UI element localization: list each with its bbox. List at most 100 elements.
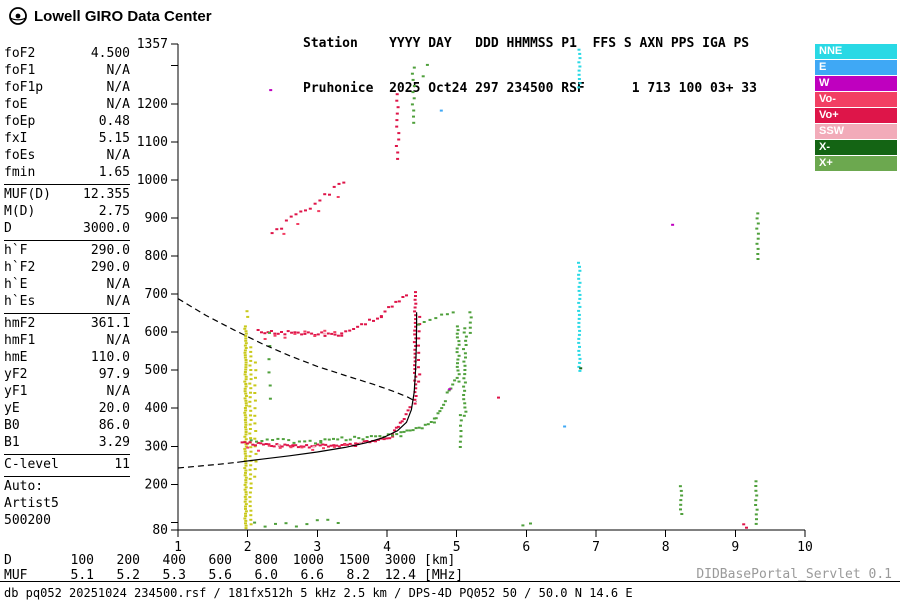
x-tick-label: 2 [244, 540, 252, 555]
brand: Lowell GIRO Data Center [8, 6, 212, 26]
parameter-label: yF2 [4, 367, 28, 382]
y-tick-label: 80 [152, 523, 168, 538]
parameter-row-md: M(D) 2.75 [4, 203, 130, 220]
dmuf-value: 1000 [292, 553, 324, 568]
parameter-label: fxI [4, 131, 28, 146]
parameter-label: h`F [4, 243, 28, 258]
parameter-value: 0.48 [98, 114, 130, 129]
y-tick-label: 1000 [137, 173, 168, 188]
dmuf-value: 600 [208, 553, 232, 568]
y-tick-label: 1200 [137, 97, 168, 112]
x-tick-label: 5 [453, 540, 461, 555]
dmuf-value: 1500 [338, 553, 370, 568]
parameter-row-fxi: fxI 5.15 [4, 130, 130, 147]
parameter-row-b0: B0 86.0 [4, 417, 130, 434]
dmuf-unit: [km] [424, 553, 456, 568]
parameter-value: 12.355 [83, 187, 130, 202]
parameter-value: 5.15 [98, 131, 130, 146]
brand-title: Lowell GIRO Data Center [34, 7, 212, 25]
parameter-label: h`F2 [4, 260, 36, 275]
parameter-row-500200: 500200 [4, 512, 130, 529]
dmuf-row-label: MUF [4, 568, 28, 583]
parameter-label: MUF(D) [4, 187, 51, 202]
parameter-row-hf2: h`F2 290.0 [4, 259, 130, 276]
parameter-row-hmf2: hmF2 361.1 [4, 315, 130, 332]
x-tick-label: 9 [731, 540, 739, 555]
parameter-label: B1 [4, 435, 20, 450]
status-separator [0, 581, 900, 582]
series-w-echoes [269, 89, 675, 391]
parameter-label: 500200 [4, 513, 51, 528]
series-nne-echoes [577, 48, 582, 372]
series-o-mode-vo-plus [240, 93, 748, 529]
dmuf-row-d: D 100 200 400 600 800 1000 1500 3000 [km] [4, 553, 463, 568]
parameter-value: N/A [106, 63, 130, 78]
y-tick-label: 1357 [137, 37, 168, 52]
x-tick-label: 6 [522, 540, 530, 555]
status-line: db pq052 20251024 234500.rsf / 181fx512h… [4, 586, 633, 600]
parameter-value: 110.0 [90, 350, 130, 365]
parameter-row-mufd: MUF(D) 12.355 [4, 186, 130, 203]
parameter-row-artist5: Artist5 [4, 495, 130, 512]
legend-item-vo+: Vo+ [815, 108, 897, 123]
axes [171, 43, 806, 537]
parameter-value: 1.65 [98, 165, 130, 180]
parameter-row-yf2: yF2 97.9 [4, 366, 130, 383]
dmuf-value: 5.3 [162, 568, 186, 583]
parameter-value: 2.75 [98, 204, 130, 219]
station-header: Station YYYY DAY DDD HHMMSS P1 FFS S AXN… [303, 6, 757, 126]
y-tick-label: 600 [145, 325, 168, 340]
parameter-label: Auto: [4, 479, 44, 494]
parameter-group: h`F 290.0 h`F2 290.0 h`E N/A h`Es N/A [4, 240, 130, 313]
parameter-group: Auto: Artist5 500200 [4, 476, 130, 532]
dmuf-value: 8.2 [346, 568, 370, 583]
parameter-value: N/A [106, 80, 130, 95]
parameter-row-hmf1: hmF1 N/A [4, 332, 130, 349]
curve-fitted-trace [237, 312, 418, 463]
y-tick-label: 200 [145, 477, 168, 492]
dmuf-row-label: D [4, 553, 12, 568]
d-muf-table: D 100 200 400 600 800 1000 1500 3000 [km] MUF 5.1 5.… [4, 553, 463, 583]
parameter-row-foep: foEp 0.48 [4, 113, 130, 130]
dmuf-value: 5.2 [116, 568, 140, 583]
parameter-label: foF2 [4, 46, 36, 61]
parameter-row-foes: foEs N/A [4, 147, 130, 164]
curve-extrapolated-lower [177, 461, 238, 469]
legend-item-x+: X+ [815, 156, 897, 171]
parameter-value: 97.9 [98, 367, 130, 382]
dmuf-value: 5.1 [70, 568, 94, 583]
dmuf-value: 400 [162, 553, 186, 568]
parameter-value: N/A [106, 97, 130, 112]
parameter-value: 290.0 [90, 243, 130, 258]
parameter-group: C-level 11 [4, 454, 130, 476]
direction-legend: NNE E W Vo- Vo+ SSW X- X+ [815, 44, 897, 172]
parameter-label: foF1 [4, 63, 36, 78]
x-tick-label: 8 [662, 540, 670, 555]
parameter-row-fof1: foF1 N/A [4, 62, 130, 79]
parameter-row-clevel: C-level 11 [4, 456, 130, 473]
parameter-value: 361.1 [90, 316, 130, 331]
dmuf-value: 800 [254, 553, 278, 568]
dmuf-value: 200 [116, 553, 140, 568]
station-header-line1: Station YYYY DAY DDD HHMMSS P1 FFS S AXN… [303, 36, 750, 51]
parameter-label: M(D) [4, 204, 36, 219]
parameter-label: B0 [4, 418, 20, 433]
legend-item-w: W [815, 76, 897, 91]
x-tick-label: 4 [383, 540, 391, 555]
parameter-label: fmin [4, 165, 36, 180]
legend-item-vo-: Vo- [815, 92, 897, 107]
dmuf-unit: [MHz] [424, 568, 464, 583]
parameter-row-auto: Auto: [4, 478, 130, 495]
parameter-label: Artist5 [4, 496, 59, 511]
parameter-value: 4.500 [90, 46, 130, 61]
parameter-value: N/A [106, 294, 130, 309]
parameter-value: N/A [106, 277, 130, 292]
parameter-value: 20.0 [98, 401, 130, 416]
y-tick-label: 800 [145, 249, 168, 264]
parameter-value: 290.0 [90, 260, 130, 275]
parameter-row-he: h`E N/A [4, 276, 130, 293]
dmuf-value: 3000 [384, 553, 416, 568]
dmuf-value: 5.6 [208, 568, 232, 583]
series-e-echoes [439, 109, 567, 428]
